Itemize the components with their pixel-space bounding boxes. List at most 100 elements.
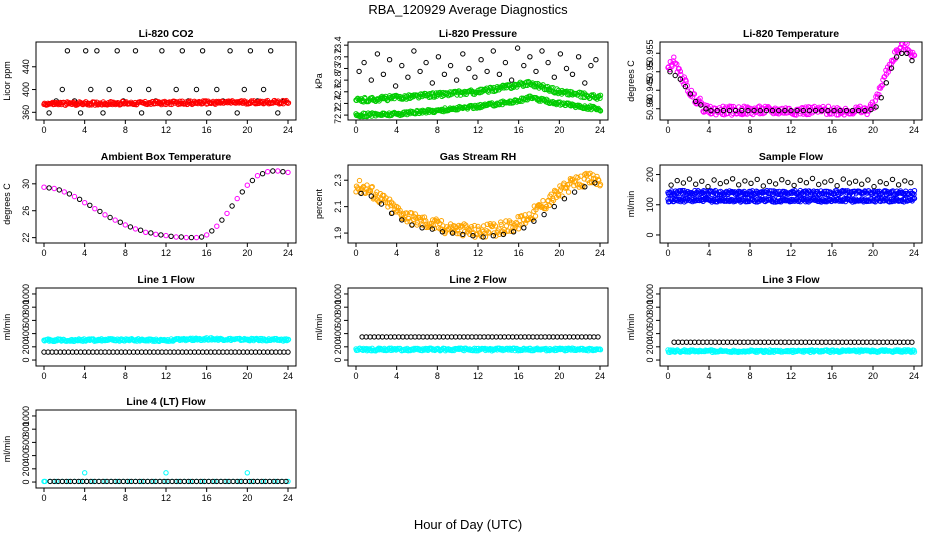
x-tick-label: 4 (394, 371, 399, 381)
y-tick-label: 400 (21, 448, 31, 463)
x-tick-label: 24 (283, 248, 293, 258)
data-point (909, 339, 915, 345)
data-point (71, 193, 78, 200)
data-point (502, 59, 509, 66)
y-tick-label: 72.8 (333, 71, 343, 89)
data-point (46, 110, 52, 116)
data-point (423, 218, 429, 224)
data-point (490, 233, 496, 239)
x-tick-label: 8 (435, 371, 440, 381)
panel-title: Line 3 Flow (762, 274, 820, 286)
x-tick-label: 20 (868, 125, 878, 135)
data-point (42, 478, 48, 485)
data-point (64, 48, 71, 54)
x-tick-label: 12 (473, 125, 483, 135)
y-tick-label: 0 (333, 358, 343, 363)
data-point (369, 184, 375, 190)
panel-li-820-co2: Li-820 CO2 Licor ppm 0 4 8 12 16 20 24 360 400 440 (2, 28, 297, 135)
data-point (399, 217, 405, 223)
data-point (687, 91, 694, 97)
data-point (405, 74, 411, 80)
y-tick-label: 72.6 (333, 83, 343, 101)
data-point (803, 180, 810, 186)
data-point (582, 80, 588, 86)
data-point (97, 208, 103, 215)
panel-title: Ambient Box Temperature (101, 151, 232, 163)
plot-area (665, 175, 918, 205)
data-point (484, 68, 490, 75)
y-axis-label: ml/min (626, 314, 636, 341)
data-point (285, 478, 291, 485)
data-point (779, 177, 785, 183)
data-point (87, 202, 93, 209)
data-point (409, 222, 415, 228)
x-tick-label: 0 (41, 125, 46, 135)
data-point (682, 83, 689, 90)
x-tick-label: 20 (554, 125, 564, 135)
y-axis-label: degrees C (2, 183, 12, 225)
series-1 (665, 187, 918, 198)
y-tick-label: 72.2 (333, 106, 343, 124)
data-point (908, 180, 914, 186)
data-point (114, 478, 120, 485)
data-point (204, 232, 210, 238)
x-tick-label: 16 (202, 125, 212, 135)
data-point (561, 196, 568, 202)
x-tick-label: 12 (786, 248, 796, 258)
series-0 (665, 42, 918, 118)
y-tick-label: 22 (21, 233, 31, 243)
data-point (127, 224, 134, 230)
data-point (769, 107, 776, 114)
data-point (460, 51, 466, 57)
data-point (794, 107, 800, 114)
data-point (76, 196, 83, 203)
y-tick-label: 0 (21, 480, 31, 485)
x-tick-label: 0 (41, 371, 46, 381)
data-point (668, 182, 674, 188)
plot-area (353, 45, 604, 120)
panel-title: Li-820 Pressure (439, 28, 517, 40)
data-point (178, 234, 185, 240)
y-axis-label: ml/min (626, 191, 636, 218)
data-point (776, 107, 782, 114)
data-point (551, 74, 557, 80)
data-point (582, 184, 588, 190)
data-point (788, 107, 794, 114)
data-point (539, 48, 545, 54)
data-point (471, 222, 478, 229)
x-tick-label: 24 (909, 125, 919, 135)
data-point (785, 179, 791, 186)
data-point (193, 234, 200, 241)
y-tick-label: 800 (645, 300, 655, 315)
data-point (840, 176, 846, 182)
x-tick-label: 12 (161, 493, 171, 503)
x-tick-label: 20 (868, 248, 878, 258)
series-1 (41, 97, 292, 108)
panel-title: Sample Flow (759, 151, 824, 163)
data-point (711, 177, 717, 183)
data-point (429, 226, 435, 232)
x-tick-label: 0 (665, 248, 670, 258)
data-point (490, 48, 496, 54)
y-tick-label: 200 (645, 339, 655, 354)
y-tick-label: 1.9 (333, 227, 343, 240)
data-point (82, 470, 88, 476)
x-tick-label: 8 (123, 125, 128, 135)
series-0 (356, 45, 599, 89)
data-point (468, 224, 475, 230)
data-point (439, 229, 446, 235)
panel-line-3-flow: Line 3 Flow ml/min 0 4 8 12 16 20 24 0 20040060080… (626, 274, 923, 381)
data-point (751, 107, 757, 114)
data-point (532, 213, 539, 219)
y-tick-label: 440 (21, 59, 31, 74)
data-point (671, 54, 677, 60)
data-point (498, 221, 504, 228)
x-tick-label: 8 (123, 493, 128, 503)
data-point (699, 101, 705, 107)
y-tick-label: 0 (645, 232, 655, 237)
panel-line-4-lt-flow: Line 4 (LT) Flow ml/min 0 4 8 12 16 20 24 0 200400… (2, 396, 297, 503)
series-1 (359, 334, 601, 340)
data-point (397, 207, 403, 214)
data-point (273, 478, 279, 485)
data-point (46, 185, 52, 191)
